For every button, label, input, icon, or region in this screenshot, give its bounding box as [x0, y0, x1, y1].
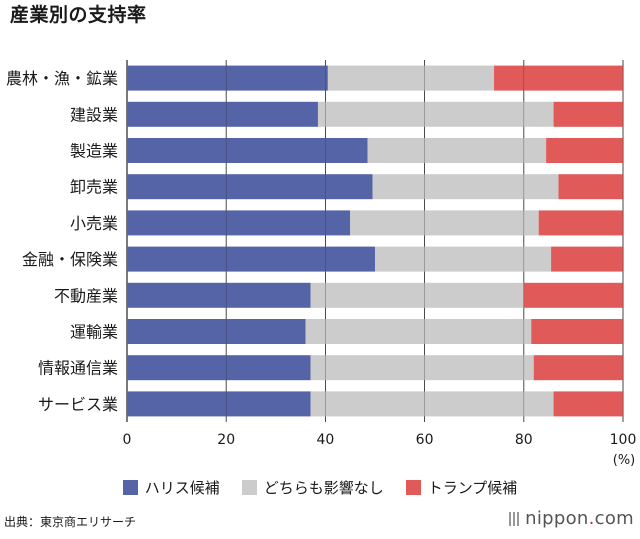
bar-segment-neither: [367, 138, 547, 163]
bar-segment-harris: [127, 355, 311, 381]
category-label: 小売業: [70, 214, 118, 233]
legend-label-neither: どちらも影響なし: [263, 479, 384, 497]
category-label: 金融・保険業: [22, 250, 118, 269]
chart-title: 産業別の支持率: [10, 4, 147, 26]
bar-segment-harris: [127, 101, 318, 127]
legend: ハリス候補 どちらも影響なし トランプ候補: [0, 477, 640, 498]
x-unit-label: (%): [613, 453, 636, 468]
legend-item-trump: トランプ候補: [405, 477, 518, 498]
bar-segment-trump: [546, 138, 623, 163]
bar-segment-trump: [494, 65, 623, 91]
bar-segment-harris: [127, 282, 311, 308]
bar-segment-harris: [127, 210, 351, 236]
legend-swatch-trump: [405, 480, 421, 495]
bar-segment-harris: [127, 246, 375, 272]
legend-label-harris: ハリス候補: [144, 479, 220, 497]
category-label: 建設業: [70, 105, 118, 124]
source-note: 出典：東京商エリサーチ: [4, 515, 137, 529]
bar-segment-neither: [372, 174, 559, 200]
bar-segment-neither: [350, 210, 539, 236]
legend-label-trump: トランプ候補: [427, 479, 518, 497]
bar-segment-harris: [127, 65, 328, 91]
bar-segment-harris: [127, 319, 306, 344]
logo-dot: .: [588, 508, 595, 529]
bar-segment-neither: [317, 101, 554, 127]
category-label: 農林・漁・鉱業: [6, 69, 118, 88]
x-tick-label: 100: [610, 432, 637, 448]
x-tick-label: 80: [515, 432, 533, 448]
logo-mark-icon: [509, 511, 522, 526]
category-label: 不動産業: [54, 286, 118, 305]
nippon-logo[interactable]: nippon. com: [509, 508, 634, 529]
bar-segment-trump: [523, 282, 623, 308]
legend-swatch-neither: [241, 480, 257, 495]
bar-segment-trump: [551, 246, 623, 272]
stacked-bar-chart: 農林・漁・鉱業建設業製造業卸売業小売業金融・保険業不動産業運輸業情報通信業サービ…: [6, 60, 637, 468]
category-label: 卸売業: [70, 178, 118, 197]
bar-segment-neither: [305, 319, 532, 344]
bar-segment-trump: [553, 391, 623, 417]
bar-segment-trump: [533, 355, 623, 381]
bar-segment-harris: [127, 391, 311, 417]
bar-segment-neither: [310, 391, 554, 417]
logo-suffix: com: [594, 508, 634, 529]
bar-segment-neither: [310, 355, 534, 381]
bar-segment-neither: [310, 282, 524, 308]
bar-segment-trump: [538, 210, 623, 236]
x-tick-label: 20: [217, 432, 235, 448]
logo-text: nippon: [525, 508, 589, 529]
category-label: 情報通信業: [38, 359, 118, 378]
category-label: 運輸業: [70, 323, 118, 342]
bar-segment-trump: [531, 319, 623, 344]
bar-segment-harris: [127, 138, 368, 163]
legend-item-harris: ハリス候補: [122, 477, 220, 498]
bar-segment-trump: [558, 174, 623, 200]
bar-segment-trump: [553, 101, 623, 127]
category-label: 製造業: [70, 142, 118, 161]
category-label: サービス業: [38, 395, 118, 414]
legend-item-neither: どちらも影響なし: [241, 477, 384, 498]
bar-segment-neither: [375, 246, 552, 272]
bar-segment-harris: [127, 174, 373, 200]
x-tick-label: 0: [123, 432, 132, 448]
x-tick-label: 40: [316, 432, 334, 448]
bar-segment-neither: [327, 65, 495, 91]
x-tick-label: 60: [416, 432, 434, 448]
legend-swatch-harris: [122, 480, 138, 495]
